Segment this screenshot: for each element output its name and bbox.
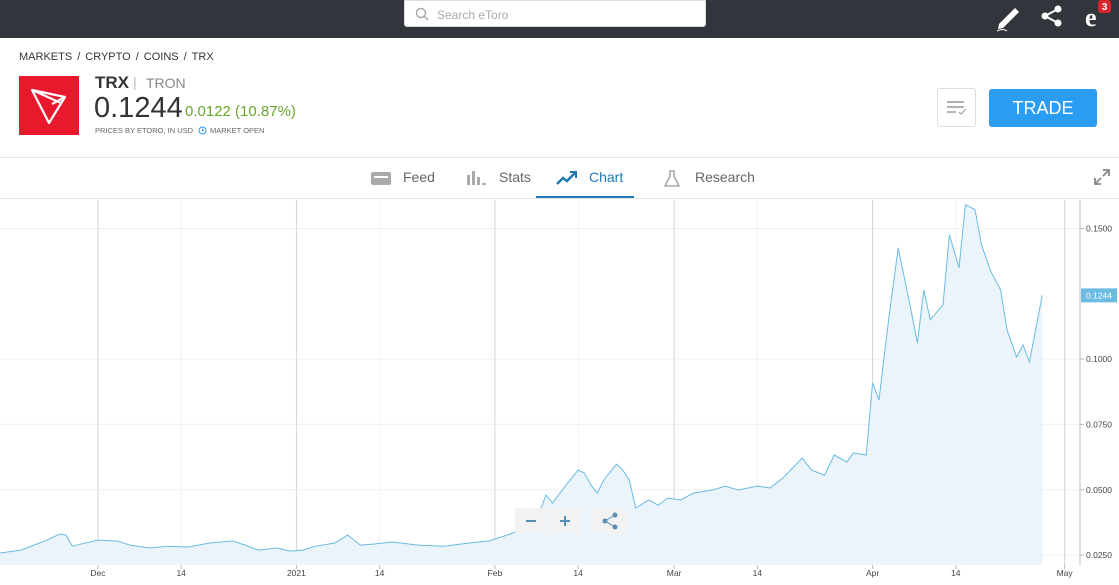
x-tick-label: 14 bbox=[375, 568, 385, 578]
tab[interactable]: Stats bbox=[466, 158, 531, 198]
area-fill bbox=[0, 204, 1043, 565]
breadcrumb: MARKETS / CRYPTO / COINS / TRX bbox=[19, 51, 214, 63]
x-tick-label: Dec bbox=[90, 568, 106, 578]
coin-logo bbox=[19, 76, 79, 135]
x-tick-label: Apr bbox=[866, 568, 879, 578]
instrument-name: TRON bbox=[146, 75, 186, 91]
y-tick-label: 0.0250 bbox=[1086, 550, 1112, 560]
x-tick-label: Mar bbox=[667, 568, 682, 578]
y-tick-label: 0.0750 bbox=[1086, 419, 1112, 429]
price-chart: 0.0250 0.0500 0.0750 0.1000 0.1500 Dec 14 2021 1… bbox=[0, 200, 1117, 578]
tab-label: Stats bbox=[499, 169, 531, 185]
zoom-controls bbox=[515, 508, 627, 534]
x-tick-label: 14 bbox=[951, 568, 961, 578]
last-price-label: 0.1244 bbox=[1086, 290, 1112, 300]
tab-label: Chart bbox=[589, 169, 624, 185]
tab-label: Research bbox=[695, 169, 755, 185]
symbol: TRX bbox=[95, 73, 129, 92]
x-tick-label: 14 bbox=[176, 568, 186, 578]
svg-text:e: e bbox=[1085, 3, 1097, 32]
notification-count: 3 bbox=[1102, 2, 1108, 13]
expand-icon[interactable] bbox=[1092, 167, 1112, 187]
x-tick-label: Feb bbox=[488, 568, 503, 578]
tab[interactable]: Feed bbox=[370, 158, 435, 198]
search-box[interactable]: Search eToro bbox=[404, 0, 706, 27]
top-bar: Search eToro e 3 bbox=[0, 0, 1119, 38]
crumb: TRX bbox=[191, 51, 214, 63]
price-change: 0.0122 (10.87%) bbox=[185, 103, 296, 120]
market-status: MARKET OPEN bbox=[210, 126, 265, 135]
last-price-box bbox=[1081, 288, 1117, 303]
tab-icon bbox=[371, 172, 391, 186]
price: 0.1244 bbox=[94, 92, 183, 124]
tab-icon bbox=[663, 170, 681, 188]
edit-icon[interactable] bbox=[993, 2, 1023, 32]
watchlist-button[interactable] bbox=[937, 88, 976, 127]
crumb[interactable]: COINS bbox=[143, 51, 179, 63]
y-tick-label: 0.1000 bbox=[1086, 354, 1112, 364]
search-icon bbox=[415, 7, 429, 21]
share-chart-button[interactable] bbox=[593, 508, 627, 534]
trade-button[interactable]: TRADE bbox=[989, 89, 1097, 127]
price-line bbox=[0, 203, 1043, 554]
tab-icon bbox=[556, 171, 577, 186]
divider-line bbox=[0, 198, 1119, 199]
search-placeholder: Search eToro bbox=[437, 8, 509, 22]
y-tick-label: 0.1500 bbox=[1086, 223, 1112, 233]
tab[interactable]: Chart bbox=[536, 158, 634, 198]
crumb[interactable]: MARKETS bbox=[19, 51, 73, 63]
x-tick-label: 14 bbox=[753, 568, 763, 578]
crumb[interactable]: CRYPTO bbox=[85, 51, 131, 63]
tab[interactable]: Research bbox=[662, 158, 755, 198]
x-tick-label: May bbox=[1057, 568, 1074, 578]
x-tick-label: 2021 bbox=[287, 568, 306, 578]
prices-note: PRICES BY ETORO, IN USD bbox=[95, 126, 194, 135]
notifications-icon[interactable]: e 3 bbox=[1082, 0, 1119, 32]
divider-line bbox=[0, 157, 1119, 158]
divider: | bbox=[133, 74, 137, 90]
tab-icon bbox=[467, 171, 486, 186]
y-tick-label: 0.0500 bbox=[1086, 485, 1112, 495]
clock-icon bbox=[198, 126, 207, 135]
tab-label: Feed bbox=[403, 169, 435, 185]
x-tick-label: 14 bbox=[573, 568, 583, 578]
share-icon[interactable] bbox=[1040, 4, 1064, 28]
